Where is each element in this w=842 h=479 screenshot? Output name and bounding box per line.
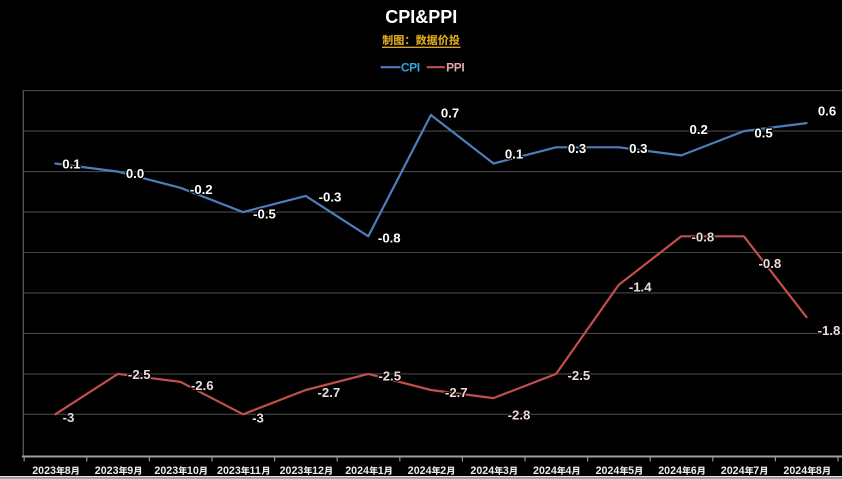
svg-text:CPI: CPI bbox=[401, 61, 420, 75]
svg-text:3: 3 bbox=[503, 465, 509, 477]
svg-text:0.1: 0.1 bbox=[505, 147, 523, 162]
svg-text:-1.4: -1.4 bbox=[629, 280, 652, 295]
svg-text:0.3: 0.3 bbox=[629, 141, 647, 156]
svg-text:7: 7 bbox=[753, 465, 759, 477]
svg-text:-2.7: -2.7 bbox=[445, 385, 468, 400]
svg-text:8: 8 bbox=[816, 465, 822, 477]
svg-text:0.2: 0.2 bbox=[690, 122, 708, 137]
svg-text:0.3: 0.3 bbox=[568, 141, 586, 156]
svg-text:-3: -3 bbox=[63, 410, 75, 425]
svg-text:-0.8: -0.8 bbox=[378, 230, 401, 245]
svg-text:2023: 2023 bbox=[217, 465, 241, 477]
svg-text:2023: 2023 bbox=[154, 465, 178, 477]
svg-text:2: 2 bbox=[440, 465, 446, 477]
svg-text:5: 5 bbox=[628, 465, 634, 477]
svg-text:0.5: 0.5 bbox=[754, 126, 772, 141]
svg-text:6: 6 bbox=[691, 465, 697, 477]
svg-text:-1.8: -1.8 bbox=[818, 323, 841, 338]
svg-text:-2.8: -2.8 bbox=[508, 408, 531, 423]
svg-text:8: 8 bbox=[65, 465, 71, 477]
svg-text:10: 10 bbox=[187, 465, 199, 477]
svg-text:2024: 2024 bbox=[533, 465, 557, 477]
svg-text:-2.5: -2.5 bbox=[568, 368, 591, 383]
svg-text:0.6: 0.6 bbox=[818, 104, 836, 119]
svg-text:4: 4 bbox=[566, 465, 572, 477]
svg-text:2024: 2024 bbox=[783, 465, 807, 477]
svg-text:CPI&PPI: CPI&PPI bbox=[385, 7, 457, 27]
svg-text:9: 9 bbox=[127, 465, 133, 477]
svg-text:2024: 2024 bbox=[721, 465, 745, 477]
svg-text:-0.8: -0.8 bbox=[759, 256, 782, 271]
svg-text:2023: 2023 bbox=[32, 465, 56, 477]
svg-text:2024: 2024 bbox=[596, 465, 620, 477]
svg-text:2024: 2024 bbox=[345, 465, 369, 477]
svg-text:PPI: PPI bbox=[446, 61, 464, 75]
svg-text:-0.5: -0.5 bbox=[253, 207, 276, 222]
svg-text:12: 12 bbox=[312, 465, 324, 477]
svg-text:2023: 2023 bbox=[280, 465, 304, 477]
svg-text:0.1: 0.1 bbox=[62, 157, 80, 172]
svg-text:-2.7: -2.7 bbox=[318, 385, 341, 400]
svg-text:-3: -3 bbox=[252, 411, 264, 426]
svg-text:2024: 2024 bbox=[658, 465, 682, 477]
svg-text:0.7: 0.7 bbox=[441, 106, 459, 121]
svg-text:2024: 2024 bbox=[408, 465, 432, 477]
svg-text:11: 11 bbox=[250, 465, 261, 477]
svg-text:2024: 2024 bbox=[470, 465, 494, 477]
svg-text:0.0: 0.0 bbox=[126, 166, 144, 181]
svg-text:-2.5: -2.5 bbox=[128, 367, 151, 382]
svg-text:-2.6: -2.6 bbox=[191, 378, 214, 393]
svg-text:2023: 2023 bbox=[95, 465, 119, 477]
svg-text:-2.5: -2.5 bbox=[378, 368, 401, 383]
svg-text:-0.8: -0.8 bbox=[692, 230, 715, 245]
svg-text:1: 1 bbox=[378, 465, 384, 477]
svg-text:-0.2: -0.2 bbox=[190, 182, 213, 197]
svg-text:-0.3: -0.3 bbox=[319, 190, 342, 205]
